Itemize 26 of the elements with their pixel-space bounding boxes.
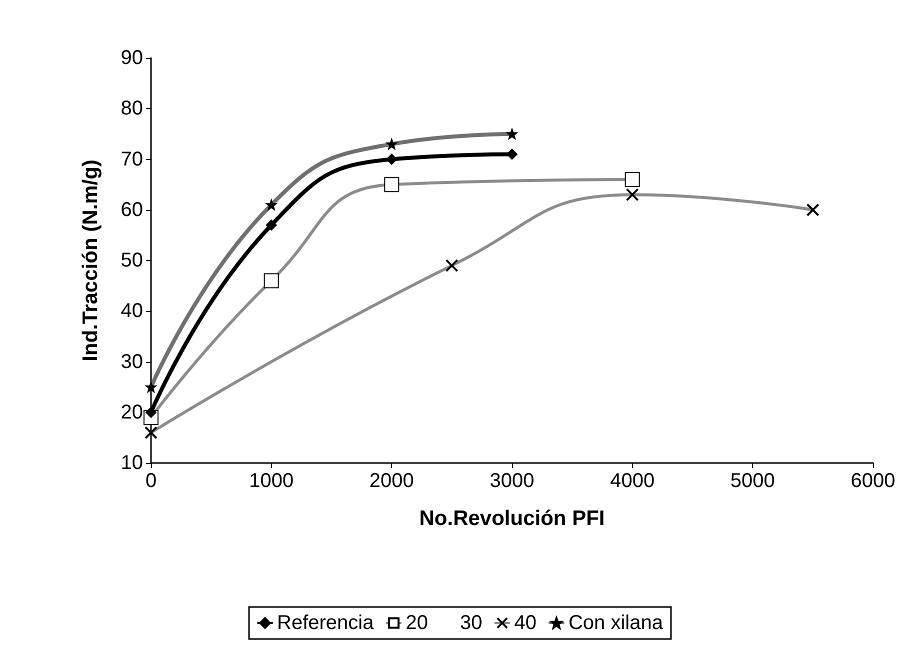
x-tick-label: 5000: [730, 470, 775, 492]
legend-label: Con xilana: [568, 612, 664, 634]
y-tick-label: 50: [120, 250, 143, 272]
y-tick-label: 90: [120, 47, 143, 69]
x-tick-label: 6000: [850, 470, 896, 492]
y-tick-label: 40: [120, 300, 143, 322]
legend-label: 20: [406, 612, 428, 634]
x-tick-label: 4000: [610, 470, 655, 492]
y-tick-label: 80: [120, 98, 143, 120]
point: [386, 154, 398, 165]
x-tick-label: 0: [145, 470, 157, 492]
y-tick-label: 20: [120, 401, 143, 424]
y-tick-label: 10: [120, 452, 143, 474]
x-tick-label: 2000: [369, 470, 414, 492]
legend-label: Referencia: [277, 612, 375, 634]
y-tick-label: 70: [120, 148, 143, 170]
y-tick-label: 30: [120, 350, 143, 373]
text: 30: [460, 612, 482, 634]
y-axis-title: Ind.Tracción (N.m/g): [79, 160, 102, 362]
x-tick-label: 1000: [249, 470, 294, 492]
point: [266, 220, 277, 231]
legend-label: 40: [514, 612, 536, 634]
x-tick-label: 3000: [490, 470, 534, 492]
x-axis-title: No.Revolución PFI: [419, 507, 605, 530]
point: [506, 148, 518, 160]
y-tick-label: 60: [120, 198, 143, 221]
